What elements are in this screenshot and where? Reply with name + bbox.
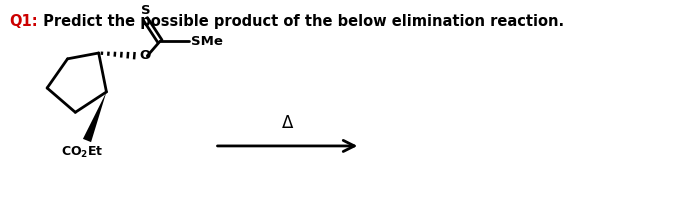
Text: O: O xyxy=(139,50,151,62)
Text: S: S xyxy=(141,4,150,17)
Text: Predict the possible product of the below elimination reaction.: Predict the possible product of the belo… xyxy=(38,14,564,29)
Polygon shape xyxy=(83,92,106,142)
Text: $\mathbf{CO_2Et}$: $\mathbf{CO_2Et}$ xyxy=(61,145,104,160)
Text: SMe: SMe xyxy=(191,35,223,48)
Text: Q1:: Q1: xyxy=(9,14,38,29)
Text: Δ: Δ xyxy=(282,114,293,132)
